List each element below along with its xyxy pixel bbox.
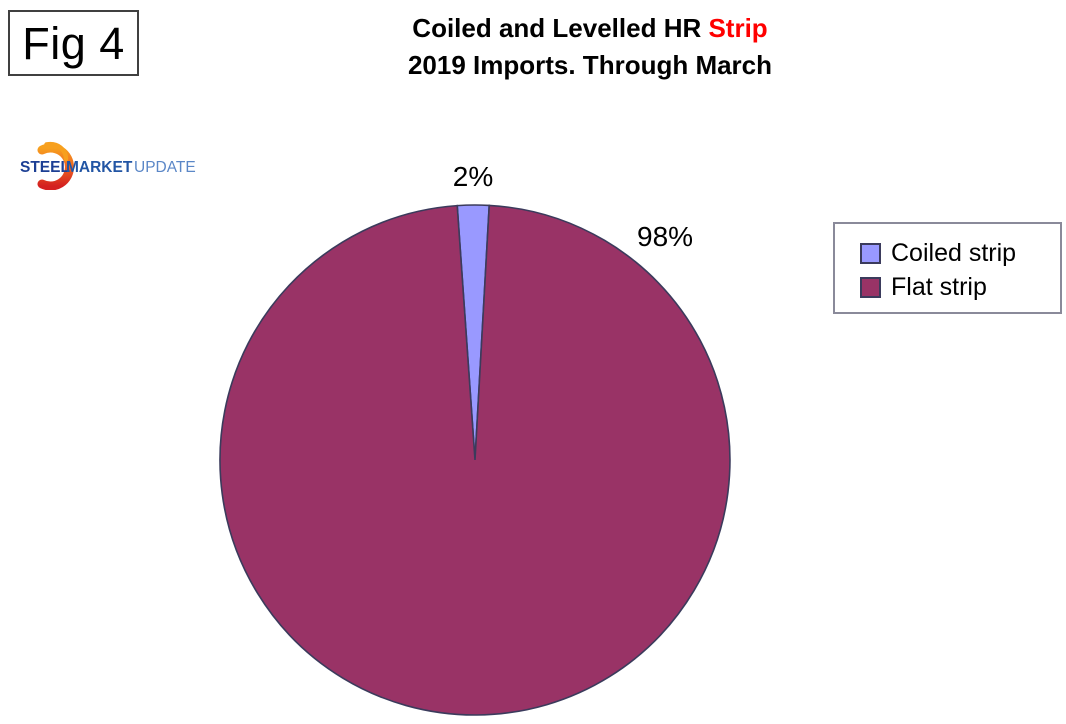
steel-market-update-logo: STEEL MARKET UPDATE	[18, 140, 198, 190]
logo-word-market: MARKET	[66, 159, 133, 176]
title-line-1-accent: Strip	[708, 13, 768, 43]
pie-chart-canvas	[219, 204, 731, 716]
pie-slice[interactable]	[219, 204, 731, 716]
title-line-1: Coiled and Levelled HR Strip	[300, 10, 880, 47]
figure-badge: Fig 4	[8, 10, 139, 76]
legend-item-label: Flat strip	[891, 272, 987, 301]
logo-swoosh-icon	[37, 141, 74, 190]
figure-badge-label: Fig 4	[22, 17, 125, 69]
pie-label-flat-strip: 98%	[637, 221, 694, 252]
legend-item-label: Coiled strip	[891, 238, 1017, 267]
logo-word-update: UPDATE	[134, 159, 196, 176]
pie-label-coiled-strip: 2%	[452, 161, 494, 192]
legend-swatch-icon	[860, 276, 881, 298]
legend-item-coiled-strip[interactable]: Coiled strip	[860, 236, 1060, 270]
title-line-1-prefix: Coiled and Levelled HR	[412, 13, 709, 43]
legend-item-flat-strip[interactable]: Flat strip	[860, 270, 1060, 304]
title-line-2: 2019 Imports. Through March	[407, 49, 773, 80]
legend-swatch-icon	[860, 242, 881, 264]
page-title: Coiled and Levelled HR Strip 2019 Import…	[300, 10, 880, 84]
pie-chart	[215, 200, 735, 720]
chart-legend: Coiled strip Flat strip	[833, 222, 1062, 314]
logo-word-steel: STEEL	[20, 159, 70, 176]
